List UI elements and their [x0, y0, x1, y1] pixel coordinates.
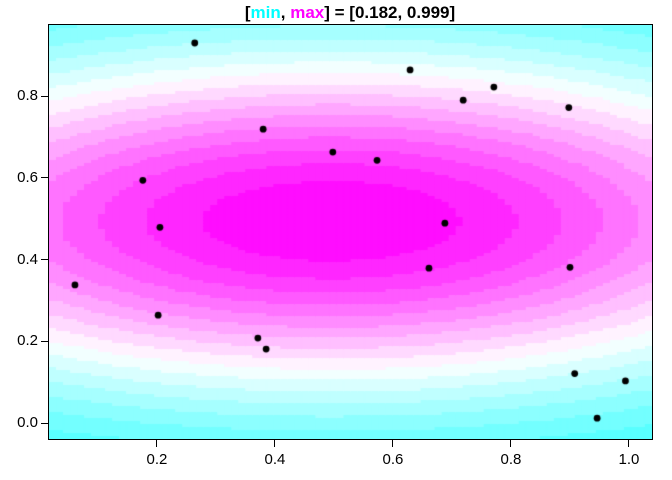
- x-axis-tick-label: 0.4: [264, 451, 286, 468]
- title-segment: ,: [280, 3, 291, 22]
- contour-heatmap-canvas: [49, 25, 652, 439]
- y-axis-tick-label: 0.4: [17, 250, 38, 268]
- x-axis-tick: [274, 440, 276, 447]
- title-segment: max: [290, 3, 325, 22]
- x-axis-tick: [510, 440, 512, 447]
- y-axis-tick: [41, 340, 48, 342]
- y-axis-tick: [41, 95, 48, 97]
- x-axis-tick-label: 0.8: [500, 451, 522, 468]
- y-axis-tick-label: 0.2: [17, 332, 38, 350]
- x-axis-tick: [628, 440, 630, 447]
- y-axis-tick: [41, 259, 48, 261]
- title-segment: ] = [0.182, 0.999]: [324, 3, 456, 22]
- x-axis-tick: [392, 440, 394, 447]
- x-axis-tick-label: 0.6: [382, 451, 404, 468]
- y-axis-tick-label: 0.0: [17, 414, 38, 432]
- y-axis-tick: [41, 422, 48, 424]
- x-axis-tick-label: 0.2: [146, 451, 168, 468]
- plot-frame: [48, 24, 653, 440]
- y-axis-tick-label: 0.8: [17, 87, 38, 105]
- x-axis-tick-label: 1.0: [618, 451, 640, 468]
- x-axis-tick: [156, 440, 158, 447]
- title-segment: min: [250, 3, 281, 22]
- y-axis-tick: [41, 177, 48, 179]
- plot-title: [min, max] = [0.182, 0.999]: [245, 3, 455, 23]
- title-segment: [: [244, 3, 251, 22]
- y-axis-tick-label: 0.6: [17, 168, 38, 186]
